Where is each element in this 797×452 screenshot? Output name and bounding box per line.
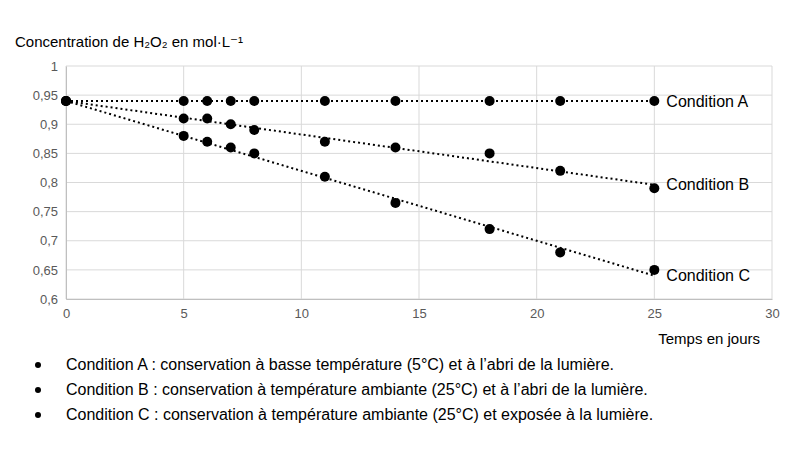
marks xyxy=(61,96,659,276)
point xyxy=(485,224,495,234)
y-axis: 0,6 0,65 0,7 0,75 0,8 0,85 0,9 0,95 1 xyxy=(33,59,67,307)
tick: 0 xyxy=(63,299,70,321)
point xyxy=(649,96,659,106)
point xyxy=(249,125,259,135)
tick-label: 0,65 xyxy=(33,263,58,278)
tick: 15 xyxy=(412,299,426,321)
point xyxy=(179,131,189,141)
tick: 30 xyxy=(765,299,779,321)
tick-label: 25 xyxy=(648,306,662,321)
note: Condition A : conservation à basse tempé… xyxy=(66,356,614,373)
point xyxy=(320,137,330,147)
tick: 5 xyxy=(181,299,188,321)
point xyxy=(61,96,71,106)
tick: 0,6 xyxy=(40,292,66,307)
tick-label: 0,85 xyxy=(33,146,58,161)
tick-label: 0,6 xyxy=(40,292,58,307)
bullet xyxy=(35,362,41,368)
note: Condition C : conservation à température… xyxy=(66,406,653,423)
tick-label: 0,9 xyxy=(40,117,58,132)
point xyxy=(320,172,330,182)
tick-label: 10 xyxy=(295,306,309,321)
point xyxy=(226,96,236,106)
tick: 0,65 xyxy=(33,263,66,278)
tick-label: 5 xyxy=(181,306,188,321)
point xyxy=(485,96,495,106)
note: Condition B : conservation à température… xyxy=(66,381,648,398)
point xyxy=(61,96,71,106)
bullet xyxy=(35,412,41,418)
trend-line xyxy=(66,100,654,102)
point xyxy=(226,143,236,153)
tick-label: 15 xyxy=(412,306,426,321)
grid-line xyxy=(772,66,773,299)
point xyxy=(390,96,400,106)
point xyxy=(555,166,565,176)
grid-line xyxy=(419,66,420,299)
point xyxy=(249,96,259,106)
point xyxy=(202,137,212,147)
series-label: Condition A xyxy=(666,93,748,110)
point xyxy=(320,96,330,106)
tick-label: 0,8 xyxy=(40,175,58,190)
point xyxy=(555,96,565,106)
tick: 0,8 xyxy=(40,175,66,190)
point xyxy=(649,183,659,193)
point xyxy=(202,113,212,123)
x-axis-title: Temps en jours xyxy=(658,330,760,347)
tick: 25 xyxy=(648,299,662,321)
point xyxy=(179,113,189,123)
tick-label: 30 xyxy=(765,306,779,321)
tick: 10 xyxy=(295,299,309,321)
tick: 0,95 xyxy=(33,88,66,103)
bullet xyxy=(35,387,41,393)
point xyxy=(555,247,565,257)
tick: 0,9 xyxy=(40,117,66,132)
tick: 0,85 xyxy=(33,146,66,161)
tick-label: 0,7 xyxy=(40,233,58,248)
axis-line xyxy=(67,299,773,300)
point xyxy=(649,265,659,275)
tick-label: 0 xyxy=(63,306,70,321)
tick-label: 0,75 xyxy=(33,204,58,219)
series-label: Condition C xyxy=(666,267,750,284)
tick: 0,75 xyxy=(33,204,66,219)
tick-label: 20 xyxy=(530,306,544,321)
tick-label: 1 xyxy=(51,59,58,74)
tick-label: 0,95 xyxy=(33,88,58,103)
point xyxy=(202,96,212,106)
point xyxy=(390,143,400,153)
point xyxy=(390,198,400,208)
point xyxy=(485,148,495,158)
trend-line xyxy=(66,101,654,276)
tick: 20 xyxy=(530,299,544,321)
tick: 0,7 xyxy=(40,233,66,248)
point xyxy=(179,96,189,106)
series-label: Condition B xyxy=(666,176,749,193)
chart: 0,60,650,70,750,80,850,90,95105101520253… xyxy=(0,0,797,452)
y-axis-title: Concentration de H₂O₂ en mol·L⁻¹ xyxy=(15,33,243,50)
grid xyxy=(66,66,772,299)
point xyxy=(249,148,259,158)
notes: Condition A : conservation à basse tempé… xyxy=(35,356,653,423)
point xyxy=(61,96,71,106)
trend-line xyxy=(66,101,654,185)
point xyxy=(226,119,236,129)
x-axis: 0 5 10 15 20 25 30 xyxy=(63,299,780,321)
tick: 1 xyxy=(51,59,66,74)
